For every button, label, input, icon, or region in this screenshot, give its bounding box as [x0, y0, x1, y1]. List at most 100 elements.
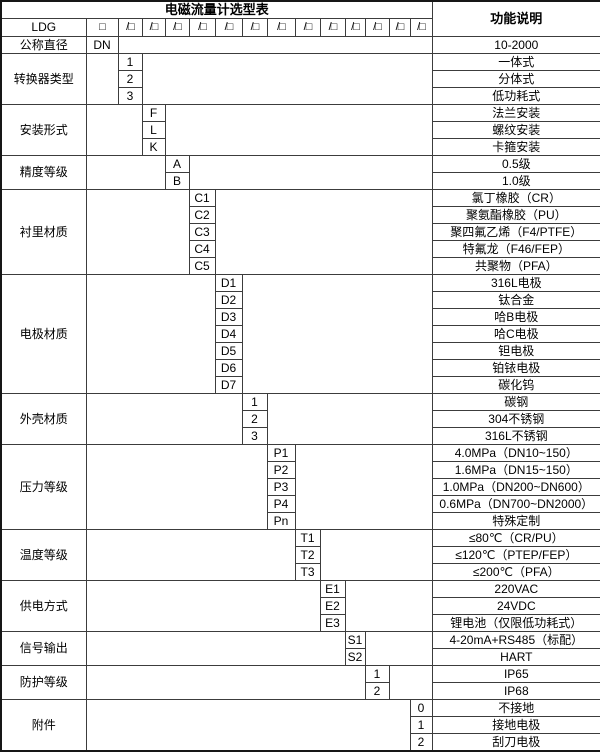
attribute-name: 衬里材质 — [0, 189, 87, 275]
function-cell: 24VDC — [431, 597, 600, 615]
function-cell: 1.6MPa（DN15~150） — [431, 461, 600, 479]
function-cell: 304不锈钢 — [431, 410, 600, 428]
function-cell: 刮刀电极 — [431, 733, 600, 752]
function-column-header: 功能说明 — [431, 0, 600, 37]
attribute-name: 供电方式 — [0, 580, 87, 632]
table-row: P4 0.6MPa（DN700~DN2000） — [1, 495, 600, 513]
table-row: C4 特氟龙（F46/FEP） — [1, 240, 600, 258]
code-cell: T3 — [294, 563, 321, 581]
table-title: 电磁流量计选型表 — [0, 0, 433, 19]
function-cell: 卡箍安装 — [431, 138, 600, 156]
function-cell: 316L电极 — [431, 274, 600, 292]
table-row: D5 钽电极 — [1, 342, 600, 360]
attribute-name: 精度等级 — [0, 155, 87, 190]
spacer-cell — [85, 529, 296, 581]
table-row: 精度等级 A 0.5级 — [0, 155, 600, 190]
code-cell: D4 — [214, 325, 243, 343]
spacer-cell — [344, 580, 433, 632]
function-cell: 低功耗式 — [431, 87, 600, 105]
model-code-box: /□ — [319, 18, 346, 37]
code-cell: B — [164, 172, 190, 190]
table-row: E2 24VDC — [1, 597, 600, 615]
model-code-box: /□ — [164, 18, 190, 37]
code-cell: 1 — [409, 716, 433, 734]
function-cell: 10-2000 — [431, 36, 600, 54]
table-row: D3 哈B电极 — [1, 308, 600, 326]
table-row: 电磁流量计选型表 功能说明 — [0, 0, 600, 37]
code-cell: 2 — [241, 410, 268, 428]
table-row: 温度等级 T1 ≤80℃（CR/PU） — [0, 529, 600, 581]
spacer-cell — [188, 155, 433, 190]
spacer-cell — [85, 53, 119, 105]
model-code-box: /□ — [188, 18, 216, 37]
code-cell: P3 — [266, 478, 296, 496]
code-cell: P2 — [266, 461, 296, 479]
code-cell: Pn — [266, 512, 296, 530]
code-cell: P1 — [266, 444, 296, 462]
code-cell: 3 — [117, 87, 143, 105]
code-cell: D7 — [214, 376, 243, 394]
function-cell: 法兰安装 — [431, 104, 600, 122]
attribute-name: 附件 — [0, 699, 87, 752]
code-cell: DN — [85, 36, 119, 54]
function-cell: IP68 — [431, 682, 600, 700]
table-row: C5 共聚物（PFA） — [1, 257, 600, 275]
function-cell: 钛合金 — [431, 291, 600, 309]
code-cell: 3 — [241, 427, 268, 445]
table-row: 压力等级 P1 4.0MPa（DN10~150） — [0, 444, 600, 530]
function-cell: 一体式 — [431, 53, 600, 71]
code-cell: 1 — [364, 665, 390, 683]
function-cell: 锂电池（仅限低功耗式） — [431, 614, 600, 632]
table-row: LDG □/□/□/□/□/□/□/□/□/□/□/□/□/□ — [0, 18, 600, 37]
function-cell: 哈C电极 — [431, 325, 600, 343]
spacer-cell — [214, 189, 433, 275]
function-cell: 4-20mA+RS485（标配） — [431, 631, 600, 649]
model-code-box: /□ — [409, 18, 433, 37]
model-code-box: /□ — [117, 18, 143, 37]
spacer-cell — [85, 155, 166, 190]
table-row: 3 低功耗式 — [1, 87, 600, 105]
attribute-name: 安装形式 — [0, 104, 87, 156]
code-cell: K — [141, 138, 166, 156]
function-cell: 0.5级 — [431, 155, 600, 173]
function-cell: 特氟龙（F46/FEP） — [431, 240, 600, 258]
table-row: 转换器类型 1 一体式 — [0, 53, 600, 105]
attribute-name: 公称直径 — [0, 36, 87, 54]
spacer-cell — [85, 444, 268, 530]
table-row: 供电方式 E1 220VAC — [0, 580, 600, 632]
spacer-cell — [85, 580, 321, 632]
model-prefix: LDG — [0, 18, 87, 37]
spacer-cell — [141, 53, 433, 105]
spacer-cell — [241, 274, 433, 394]
code-cell: C3 — [188, 223, 216, 241]
table-row: L 螺纹安装 — [1, 121, 600, 139]
code-cell: D3 — [214, 308, 243, 326]
function-cell: 共聚物（PFA） — [431, 257, 600, 275]
attribute-name: 温度等级 — [0, 529, 87, 581]
spacer-cell — [85, 274, 216, 394]
code-cell: T1 — [294, 529, 321, 547]
function-cell: 分体式 — [431, 70, 600, 88]
code-cell: F — [141, 104, 166, 122]
table-row: C3 聚四氟乙烯（F4/PTFE） — [1, 223, 600, 241]
code-cell: D6 — [214, 359, 243, 377]
function-cell: ≤80℃（CR/PU） — [431, 529, 600, 547]
spacer-cell — [85, 665, 366, 700]
table-row: E3 锂电池（仅限低功耗式） — [1, 614, 600, 632]
model-code-box: /□ — [294, 18, 321, 37]
function-cell: HART — [431, 648, 600, 666]
table-row: 3 316L不锈钢 — [1, 427, 600, 445]
table-row: 公称直径 DN 10-2000 — [0, 36, 600, 54]
spacer-cell — [85, 699, 411, 752]
function-cell: ≤120℃（PTEP/FEP） — [431, 546, 600, 564]
spacer-cell — [85, 104, 143, 156]
table-row: D7 碳化钨 — [1, 376, 600, 394]
model-code-box: /□ — [241, 18, 268, 37]
table-row: 防护等级 1 IP65 — [0, 665, 600, 700]
attribute-name: 外壳材质 — [0, 393, 87, 445]
function-cell: 聚四氟乙烯（F4/PTFE） — [431, 223, 600, 241]
attribute-name: 防护等级 — [0, 665, 87, 700]
function-cell: 螺纹安装 — [431, 121, 600, 139]
table-row: 2 分体式 — [1, 70, 600, 88]
table-row: 安装形式 F 法兰安装 — [0, 104, 600, 156]
